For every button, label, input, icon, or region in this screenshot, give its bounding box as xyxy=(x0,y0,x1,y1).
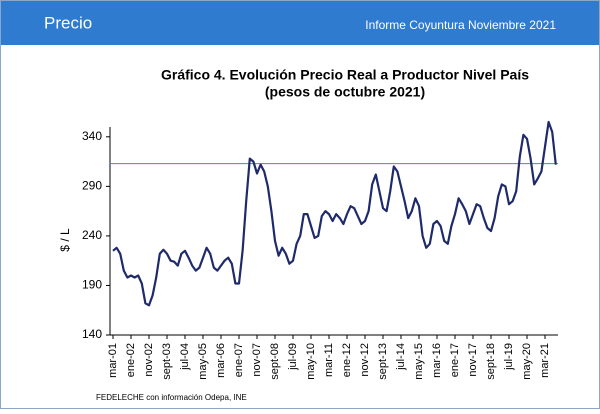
y-tick-label: 290 xyxy=(82,179,102,193)
header-subtitle: Informe Coyuntura Noviembre 2021 xyxy=(365,18,556,32)
x-tick-label: ene-07 xyxy=(233,343,245,377)
x-tick-label: jul-19 xyxy=(503,343,515,371)
header-bar xyxy=(1,1,599,45)
x-tick-label: mar-01 xyxy=(107,343,119,378)
y-tick-label: 240 xyxy=(82,228,102,242)
y-axis-label: $ / L xyxy=(58,228,72,252)
x-tick-label: nov-02 xyxy=(143,343,155,377)
header-title: Precio xyxy=(44,13,92,32)
chart-subtitle: (pesos de octubre 2021) xyxy=(265,84,425,100)
x-tick-label: may-20 xyxy=(521,343,533,380)
x-tick-label: mar-11 xyxy=(323,343,335,377)
x-tick-label: sept-08 xyxy=(269,343,281,380)
x-tick-label: may-15 xyxy=(413,343,425,380)
y-tick-label: 340 xyxy=(82,129,102,143)
x-tick-label: sept-13 xyxy=(377,343,389,380)
chart-title: Gráfico 4. Evolución Precio Real a Produ… xyxy=(161,67,529,83)
x-tick-label: may-05 xyxy=(197,343,209,380)
x-tick-label: mar-06 xyxy=(215,343,227,378)
x-tick-label: nov-17 xyxy=(467,343,479,377)
x-tick-label: jul-04 xyxy=(179,343,191,371)
x-tick-label: nov-12 xyxy=(359,343,371,377)
y-tick-label: 190 xyxy=(82,278,102,292)
x-tick-label: jul-09 xyxy=(287,343,299,371)
x-tick-label: ene-02 xyxy=(125,343,137,377)
x-tick-label: jul-14 xyxy=(395,343,407,371)
x-tick-label: sept-18 xyxy=(485,343,497,380)
x-tick-label: may-10 xyxy=(305,343,317,380)
price-line xyxy=(112,120,557,307)
x-tick-label: sept-03 xyxy=(161,343,173,380)
x-tick-label: ene-12 xyxy=(341,343,353,377)
y-tick-label: 140 xyxy=(82,327,102,341)
x-tick-label: mar-16 xyxy=(431,343,443,378)
x-tick-label: ene-17 xyxy=(449,343,461,377)
x-tick-label: mar-21 xyxy=(539,343,551,378)
x-tick-label: nov-07 xyxy=(251,343,263,377)
source-note: FEDELECHE con información Odepa, INE xyxy=(96,393,247,402)
